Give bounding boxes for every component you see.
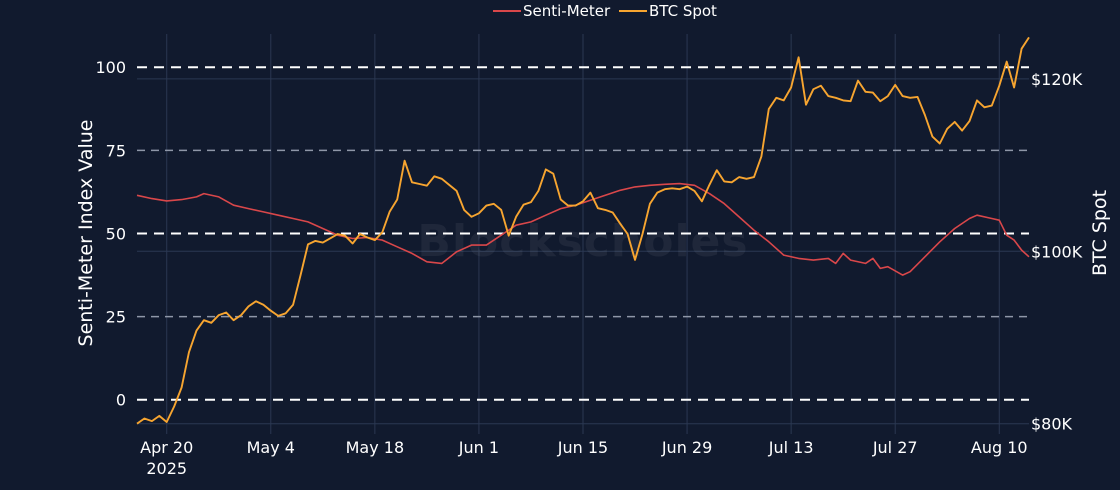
series-lines [136,36,1030,425]
x-tick-4: Jun 15 [557,438,608,457]
y-right-tick-2: $120K [1031,70,1083,89]
left-axis: 0 25 50 75 100 [95,58,126,409]
y-left-tick-25: 25 [106,308,126,327]
y-left-title: Senti-Meter Index Value [75,120,97,347]
x-tick-1: May 4 [247,438,295,457]
reference-lines [137,66,1029,401]
y-left-tick-0: 0 [116,391,126,410]
legend[interactable]: Senti-Meter BTC Spot [493,2,717,20]
x-tick-5: Jun 29 [661,438,712,457]
y-left-tick-50: 50 [106,224,126,243]
legend-label: BTC Spot [649,2,717,20]
x-tick-6: Jul 13 [768,438,814,457]
y-left-tick-100: 100 [95,58,126,77]
x-tick-0: Apr 20 [140,438,193,457]
y-right-title: BTC Spot [1089,190,1111,276]
x-tick-8: Aug 10 [971,438,1028,457]
legend-item-btc-spot[interactable]: BTC Spot [619,2,717,20]
legend-item-senti-meter[interactable]: Senti-Meter [493,2,611,20]
x-tick-7: Jul 27 [872,438,918,457]
legend-label: Senti-Meter [523,2,611,20]
y-left-tick-75: 75 [106,141,126,160]
y-right-tick-0: $80K [1031,415,1073,434]
senti-meter-line [136,182,1030,276]
y-right-tick-1: $100K [1031,242,1083,261]
watermark: Blockscholes [417,216,748,267]
x-tick-3: Jun 1 [458,438,499,457]
btc-spot-line [136,36,1030,425]
x-axis: Apr 20 2025 May 4 May 18 Jun 1 Jun 15 Jun 29 Ju… [140,438,1027,478]
right-axis: $80K $100K $120K [1031,70,1083,434]
grid [137,34,1029,434]
x-tick-2: May 18 [346,438,405,457]
x-tick-year-0: 2025 [146,459,187,478]
